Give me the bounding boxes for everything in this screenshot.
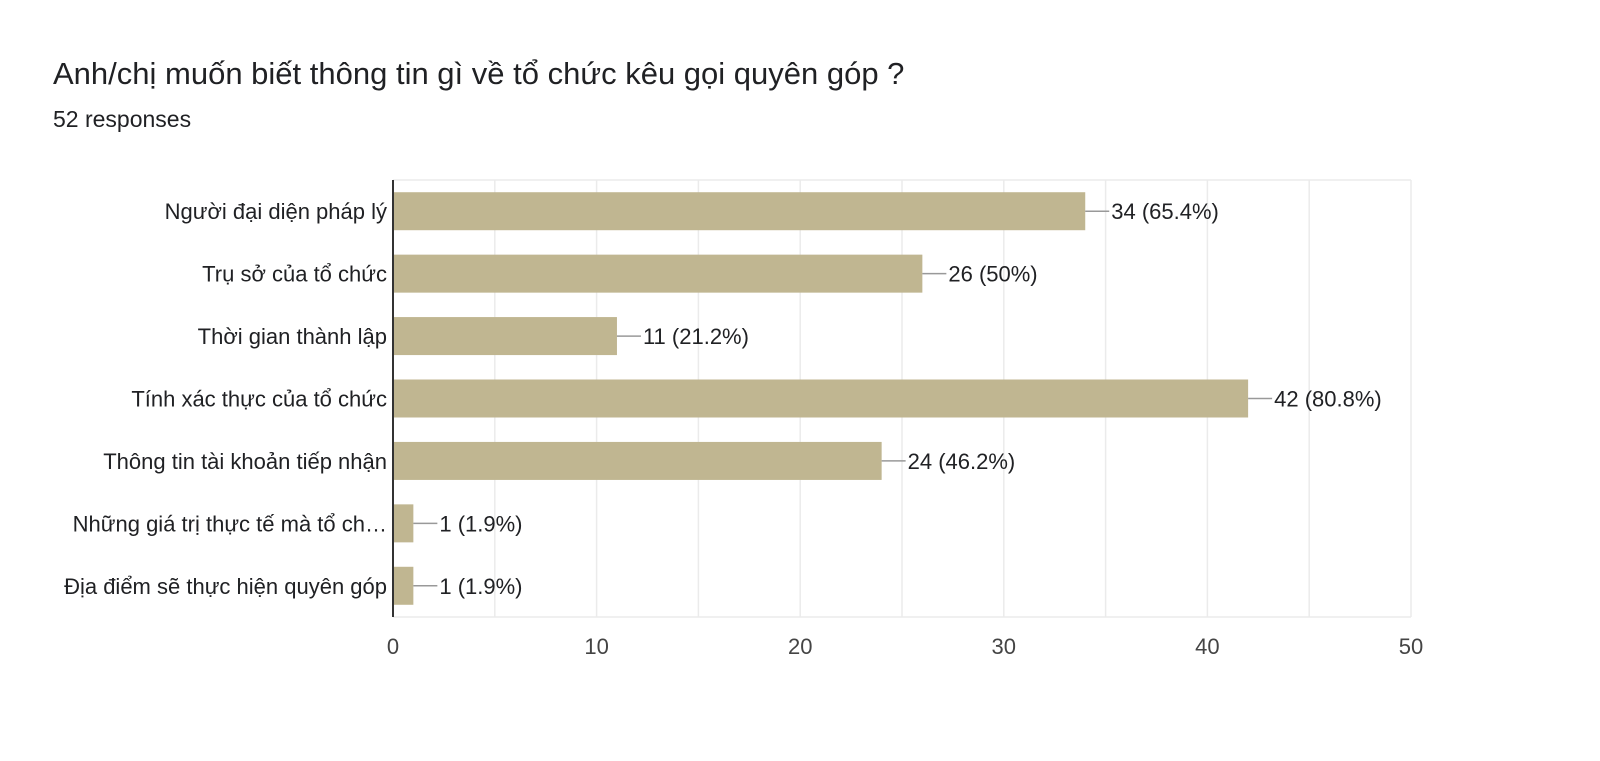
x-tick-label: 0 (387, 634, 399, 659)
chart-title: Anh/chị muốn biết thông tin gì về tổ chứ… (53, 56, 905, 91)
bar (393, 441, 882, 480)
data-label: 1 (1.9%) (439, 511, 522, 536)
category-label: Thời gian thành lập (198, 324, 387, 349)
bar (393, 317, 617, 356)
response-count: 52 responses (53, 106, 192, 132)
data-label: 1 (1.9%) (439, 574, 522, 599)
bar (393, 504, 414, 543)
x-tick-label: 30 (992, 634, 1016, 659)
x-tick-label: 40 (1195, 634, 1219, 659)
category-label: Tính xác thực của tổ chức (131, 387, 387, 412)
bar (393, 566, 414, 605)
category-label: Thông tin tài khoản tiếp nhận (103, 449, 387, 474)
data-label: 42 (80.8%) (1274, 387, 1382, 412)
x-tick-label: 50 (1399, 634, 1423, 659)
bar (393, 379, 1249, 418)
data-label: 34 (65.4%) (1111, 199, 1219, 224)
data-label: 26 (50%) (948, 262, 1037, 287)
x-tick-label: 20 (788, 634, 812, 659)
axes: 0 10 20 30 40 50 Người đại diện pháp lý Trụ sở … (64, 180, 1423, 659)
category-label: Trụ sở của tổ chức (202, 262, 387, 287)
data-label: 11 (21.2%) (643, 324, 749, 349)
data-label: 24 (46.2%) (908, 449, 1016, 474)
bar (393, 192, 1086, 231)
x-tick-label: 10 (584, 634, 608, 659)
bars: 34 (65.4%) 26 (50%) 11 (21.2%) 42 (80.8%) 24… (393, 192, 1382, 605)
category-label: Những giá trị thực tế mà tổ ch… (73, 511, 387, 536)
bar (393, 254, 923, 293)
category-label: Người đại diện pháp lý (165, 199, 387, 224)
category-label: Địa điểm sẽ thực hiện quyên góp (64, 574, 387, 599)
